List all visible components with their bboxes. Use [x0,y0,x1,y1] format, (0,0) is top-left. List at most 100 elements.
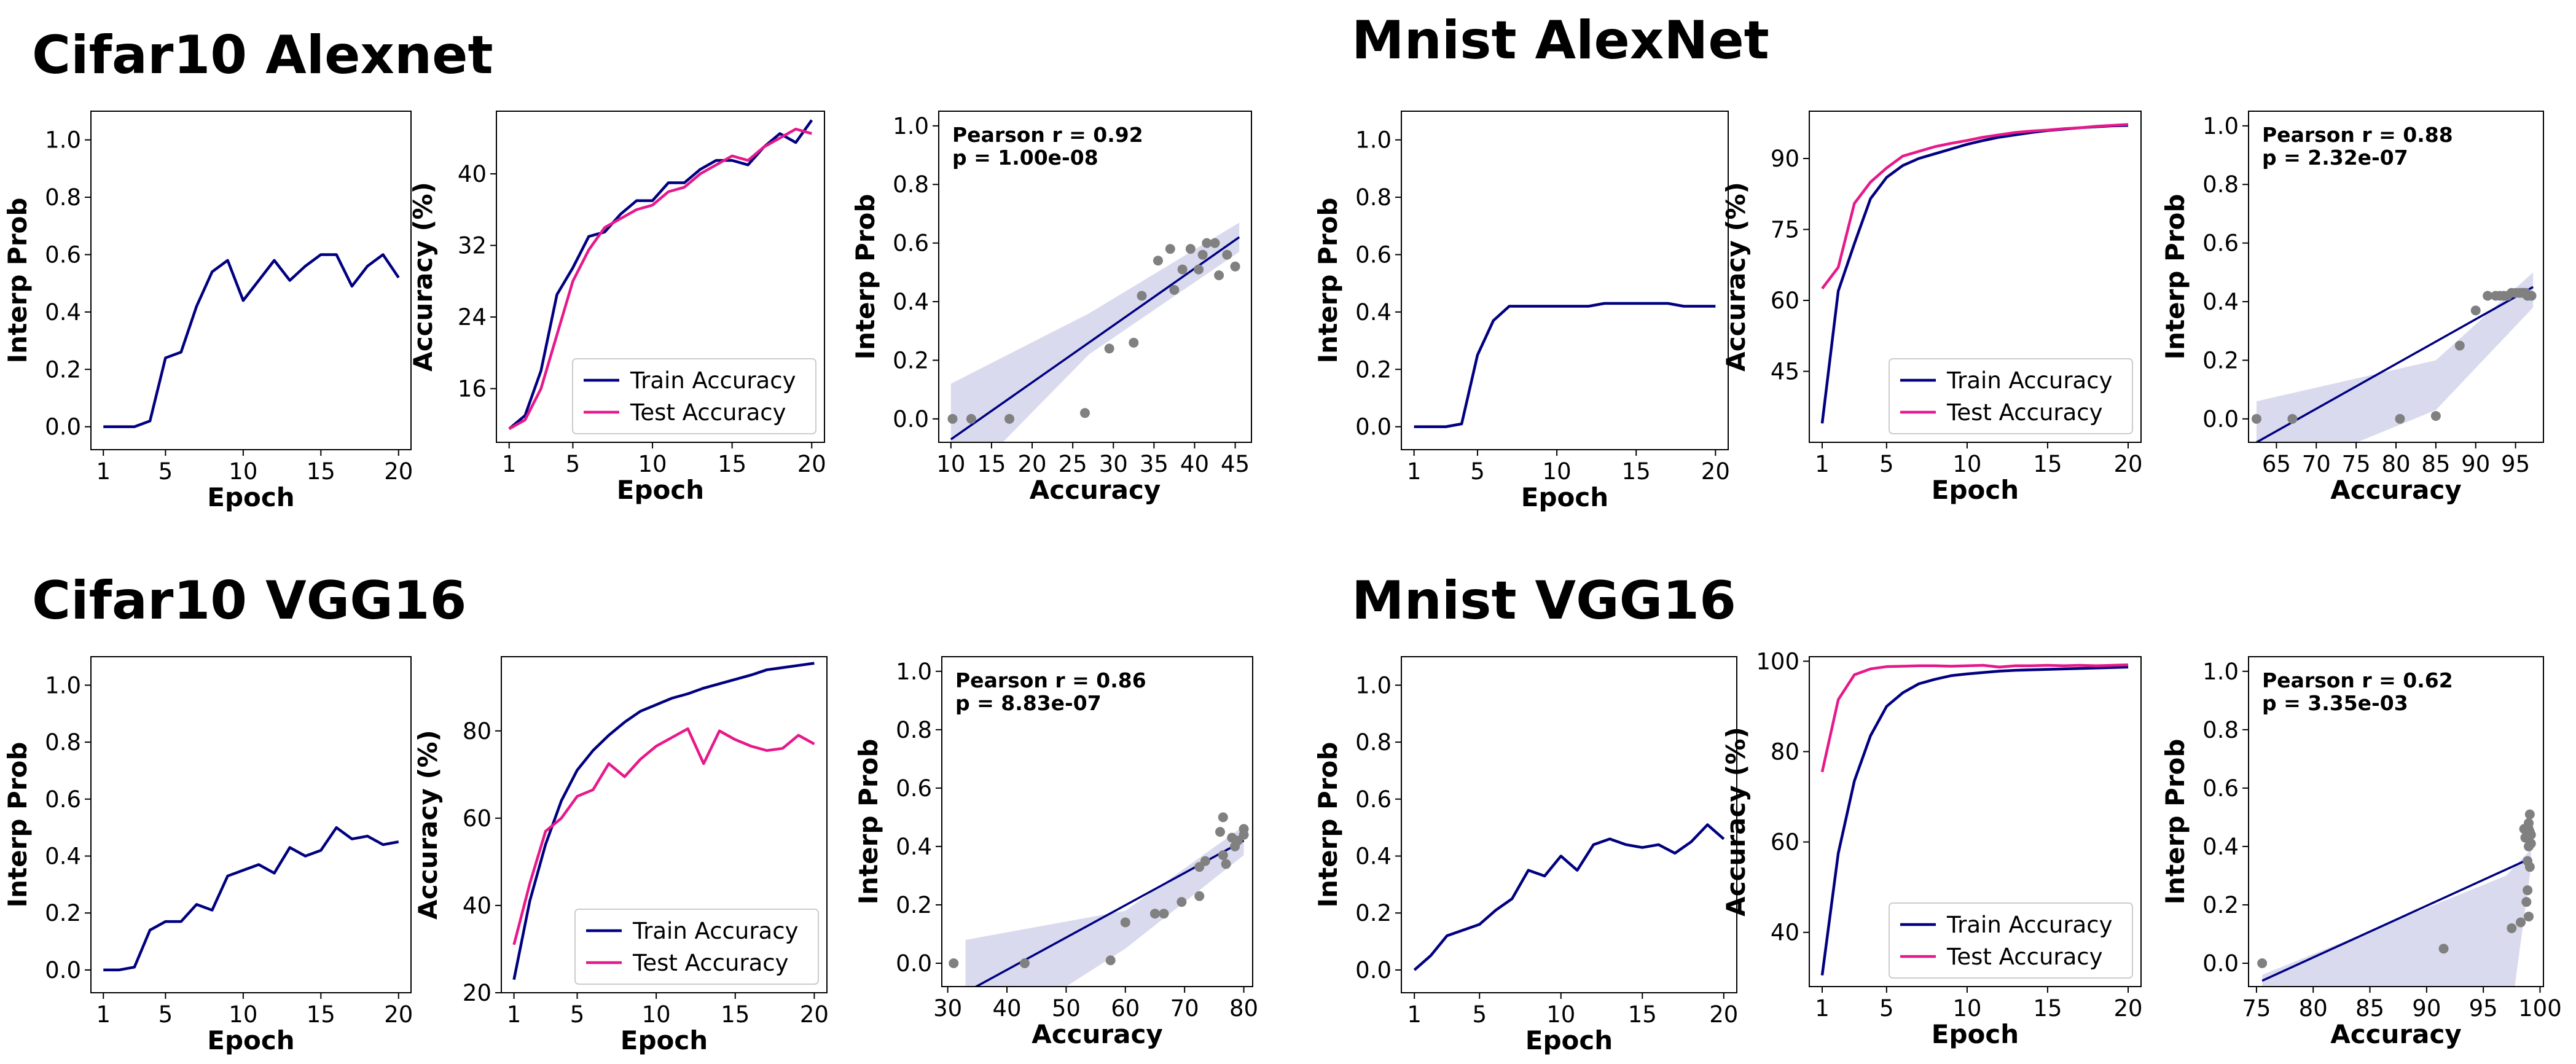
plot-frame [938,111,1252,443]
y-tick-label: 0.0 [45,957,81,984]
plot-frame [496,111,825,443]
group-title-mnist-alexnet: Mnist AlexNet [1352,10,1769,71]
x-tick-label: 5 [1879,995,1894,1022]
series-line [1820,665,2129,976]
x-axis-label: Epoch [1932,1019,2019,1049]
x-tick-label: 90 [2461,451,2490,477]
x-tick-label: 30 [1099,451,1128,477]
pearson-annotation: Pearson r = 0.86 [955,668,1146,692]
x-axis-label: Accuracy [1030,475,1161,505]
y-axis-label: Interp Prob [2,742,33,908]
y-tick-label: 1.0 [1355,127,1392,154]
x-tick-label: 95 [2501,451,2530,477]
y-tick-label: 0.4 [893,289,929,315]
y-tick-label: 40 [463,893,491,919]
scatter-point [2524,911,2534,921]
x-tick-label: 20 [1017,451,1046,477]
x-tick-label: 50 [1052,995,1081,1022]
legend-label: Test Accuracy [1946,944,2103,970]
scatter-point [1218,850,1228,861]
plot-area [103,253,400,428]
y-tick-label: 40 [458,161,487,187]
x-tick-label: 1 [1407,1001,1422,1028]
x-tick-label: 1 [507,1001,522,1028]
scatter-point [1200,856,1210,866]
scatter-point [2395,413,2405,424]
legend-box [1889,902,2133,979]
pearson-annotation: Pearson r = 0.88 [2262,123,2453,147]
x-tick-label: 90 [2412,995,2441,1022]
y-tick-label: 0.0 [896,950,932,977]
x-axis-label: Epoch [1521,482,1608,512]
legend-label: Test Accuracy [632,950,789,976]
y-tick-label: 0.4 [45,299,81,326]
x-tick-label: 5 [566,451,581,477]
y-axis-label: Accuracy (%) [413,730,443,920]
scatter-point [1194,891,1205,901]
scatter-point [1197,249,1208,260]
y-tick-label: 32 [458,233,487,259]
scatter-point [1176,897,1187,907]
plot-frame [90,111,412,450]
x-tick-label: 85 [2421,451,2450,477]
x-tick-label: 20 [384,458,413,485]
scatter-point [1210,238,1220,248]
y-tick-label: 0.8 [1355,729,1392,756]
x-tick-label: 25 [1059,451,1087,477]
x-tick-label: 80 [2299,995,2328,1022]
scatter-point [2524,862,2535,872]
legend-label: Test Accuracy [630,399,786,426]
confidence-band [950,222,1240,442]
plot-frame [1401,111,1729,450]
x-tick-label: 15 [2033,995,2062,1022]
y-axis-label: Accuracy (%) [1721,182,1751,372]
y-tick-label: 0.6 [893,230,929,257]
y-tick-label: 0.4 [45,843,81,869]
scatter-point [2483,291,2493,301]
scatter-point [1165,244,1175,254]
plot-frame [2248,656,2544,987]
x-tick-label: 70 [1170,995,1199,1022]
y-tick-label: 0.8 [45,729,81,756]
x-tick-label: 10 [229,458,257,485]
x-tick-label: 10 [1952,451,1981,477]
y-tick-label: 60 [1771,829,1799,856]
x-tick-label: 20 [2113,995,2142,1022]
plot-frame [501,656,828,993]
legend-label: Test Accuracy [1946,399,2103,426]
scatter-point [2430,411,2441,421]
x-tick-label: 15 [307,458,335,485]
legend-label: Train Accuracy [632,918,798,944]
series-line [1820,663,2129,773]
plot-frame [1809,656,2142,987]
x-tick-label: 20 [2113,451,2142,477]
y-tick-label: 75 [1771,217,1799,243]
pearson-annotation: p = 1.00e-08 [952,146,1098,170]
y-tick-label: 0.2 [893,347,929,374]
x-tick-label: 10 [638,451,667,477]
series-line [512,727,815,945]
x-tick-label: 1 [96,458,111,485]
scatter-point [1120,917,1130,928]
y-tick-label: 24 [458,304,487,331]
plot-area [103,826,399,972]
series-line [512,662,815,980]
y-axis-label: Interp Prob [1313,198,1343,364]
series-line [103,253,400,428]
scatter-point [2521,897,2532,907]
y-tick-label: 0.2 [1355,356,1392,383]
y-tick-label: 0.2 [1355,900,1392,926]
y-tick-label: 60 [463,805,491,832]
x-tick-label: 15 [1628,1001,1657,1028]
y-tick-label: 0.2 [2202,892,2239,918]
y-tick-label: 1.0 [45,672,81,698]
x-tick-label: 1 [1407,458,1422,485]
x-tick-label: 45 [1221,451,1250,477]
x-tick-label: 15 [2033,451,2062,477]
scatter-point [2470,305,2481,316]
legend-label: Train Accuracy [1946,367,2112,394]
y-tick-label: 0.8 [1355,184,1392,211]
